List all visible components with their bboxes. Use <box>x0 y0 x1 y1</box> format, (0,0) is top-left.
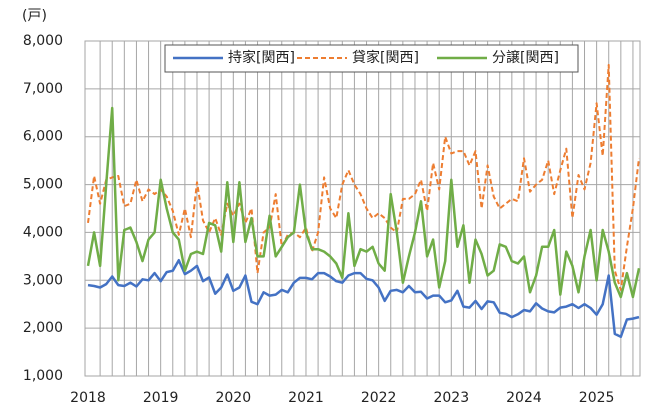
x-tick-label: 2019 <box>143 390 179 406</box>
x-tick-label: 2021 <box>288 390 324 406</box>
series-line <box>87 258 640 339</box>
x-tick-label: 2022 <box>361 390 397 406</box>
unit-label: (戸) <box>22 8 47 24</box>
x-tick-label: 2023 <box>433 390 469 406</box>
y-tick-label: 1,000 <box>23 368 63 384</box>
y-tick-label: 3,000 <box>23 272 63 288</box>
y-tick-label: 5,000 <box>23 177 63 193</box>
series-line <box>86 106 641 299</box>
legend-label: 持家[関西] <box>228 49 295 66</box>
y-tick-label: 8,000 <box>23 33 63 49</box>
series-line <box>87 63 640 291</box>
legend-label: 貸家[関西] <box>352 49 419 66</box>
y-tick-label: 7,000 <box>23 81 63 97</box>
x-tick-label: 2020 <box>215 390 251 406</box>
y-tick-label: 2,000 <box>23 320 63 336</box>
plot-frame <box>84 40 641 377</box>
x-tick-label: 2025 <box>579 390 615 406</box>
legend-box <box>164 44 579 73</box>
y-tick-label: 6,000 <box>23 129 63 145</box>
x-tick-label: 2024 <box>506 390 542 406</box>
y-tick-label: 4,000 <box>23 224 63 240</box>
legend-label: 分譲[関西] <box>492 50 559 66</box>
x-tick-label: 2018 <box>70 390 106 406</box>
